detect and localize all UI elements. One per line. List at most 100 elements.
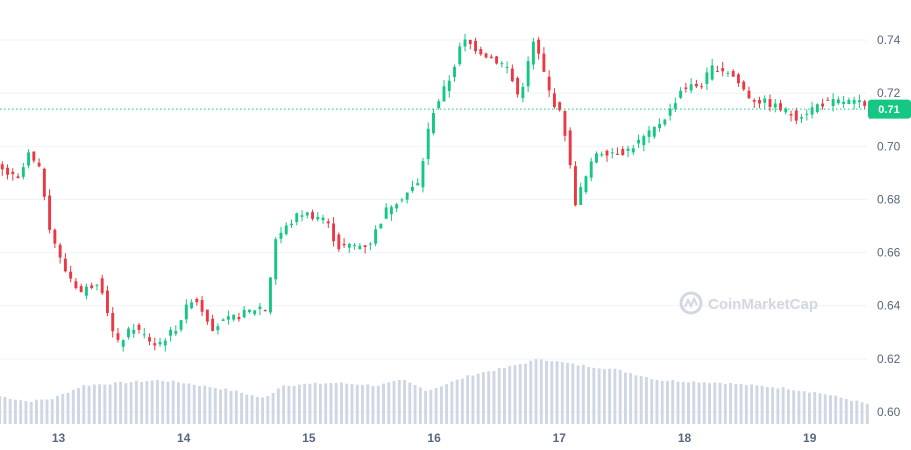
volume-bar xyxy=(618,369,622,424)
candle xyxy=(258,303,262,316)
candle xyxy=(337,232,341,252)
candle xyxy=(153,337,157,351)
volume-bar xyxy=(755,385,759,424)
candle xyxy=(489,54,493,59)
volume-bar xyxy=(424,390,428,424)
volume-bar xyxy=(308,383,312,424)
candle xyxy=(779,99,782,112)
volume-bar xyxy=(187,383,191,424)
volume-bar xyxy=(155,379,159,424)
volume-bar xyxy=(282,385,286,424)
volume-bar xyxy=(35,399,38,424)
watermark-text: CoinMarketCap xyxy=(708,296,818,313)
volume-bar xyxy=(240,392,243,424)
volume-bar xyxy=(171,380,175,424)
candle xyxy=(647,125,651,144)
candle xyxy=(705,67,709,91)
volume-bar xyxy=(545,360,548,424)
volume-bar xyxy=(460,378,464,424)
volume-bar xyxy=(750,384,754,424)
candlesticks xyxy=(0,33,872,352)
volume-bar xyxy=(234,390,238,424)
candle xyxy=(311,209,314,221)
candle xyxy=(721,61,725,77)
volume-bar xyxy=(0,396,2,424)
candle xyxy=(568,127,572,169)
candle xyxy=(247,309,251,314)
candle xyxy=(700,82,704,90)
candle xyxy=(395,202,399,213)
y-tick-label: 0.62 xyxy=(877,352,901,366)
volume-bar xyxy=(261,397,265,424)
volume-bar xyxy=(729,382,733,424)
candle xyxy=(616,147,619,155)
volume-bar xyxy=(140,381,144,424)
volume-bar xyxy=(192,384,196,424)
candle xyxy=(426,122,430,165)
y-tick-label: 0.70 xyxy=(877,139,901,153)
candle xyxy=(453,64,456,82)
candle xyxy=(810,101,814,119)
candle xyxy=(710,58,714,81)
volume-bar xyxy=(150,380,154,424)
candle xyxy=(295,212,299,226)
candle xyxy=(505,61,509,74)
candle xyxy=(605,149,609,162)
volume-bar xyxy=(119,381,123,424)
candle xyxy=(321,214,325,224)
volume-bar xyxy=(513,365,517,424)
y-tick-label: 0.60 xyxy=(877,405,901,419)
candle xyxy=(510,64,514,83)
x-tick-label: 16 xyxy=(427,431,441,445)
volume-bar xyxy=(166,381,170,424)
candle xyxy=(794,107,798,125)
volume-bar xyxy=(292,385,296,424)
candle xyxy=(621,146,625,156)
volume-bar xyxy=(345,383,349,424)
volume-bar xyxy=(623,372,627,424)
volume-bar xyxy=(29,401,33,424)
x-tick-label: 19 xyxy=(803,431,817,445)
volume-bar xyxy=(639,376,643,424)
volume-bar xyxy=(255,396,259,424)
candle xyxy=(742,80,746,91)
candle xyxy=(658,118,662,132)
volume-bar xyxy=(24,401,28,424)
candle xyxy=(37,158,41,168)
y-axis: 0.60 0.62 0.64 0.66 0.68 0.70 0.72 0.74 xyxy=(877,33,901,419)
volume-bar xyxy=(550,361,554,424)
candle xyxy=(358,243,362,250)
volume-bar xyxy=(587,366,591,424)
candle xyxy=(326,218,330,229)
candle xyxy=(726,70,730,78)
candle xyxy=(284,222,288,236)
volume-bar xyxy=(518,364,522,424)
volume-bar xyxy=(303,383,307,424)
volume-bar xyxy=(744,385,748,424)
volume-bar xyxy=(313,382,317,424)
volume-bar xyxy=(182,383,186,424)
volume-bar xyxy=(471,375,475,424)
volume-bar xyxy=(808,392,811,424)
volume-bar xyxy=(50,399,54,424)
volume-bar xyxy=(113,382,117,424)
candle xyxy=(195,297,199,306)
volume-bar xyxy=(203,385,207,424)
volume-bar xyxy=(855,400,859,424)
volume-bar xyxy=(3,396,7,424)
candle xyxy=(421,157,425,193)
volume-bar xyxy=(734,384,738,424)
candle xyxy=(495,55,499,65)
volume-bar xyxy=(71,389,75,424)
volume-bar xyxy=(529,360,533,424)
candle xyxy=(221,318,225,321)
candle xyxy=(468,39,472,50)
candle xyxy=(789,110,793,122)
volume-bar xyxy=(602,369,606,424)
volume-bar xyxy=(176,382,180,424)
candle xyxy=(542,47,546,72)
candle xyxy=(831,93,835,112)
volume-bar xyxy=(245,394,249,424)
volume-bar xyxy=(124,383,128,424)
